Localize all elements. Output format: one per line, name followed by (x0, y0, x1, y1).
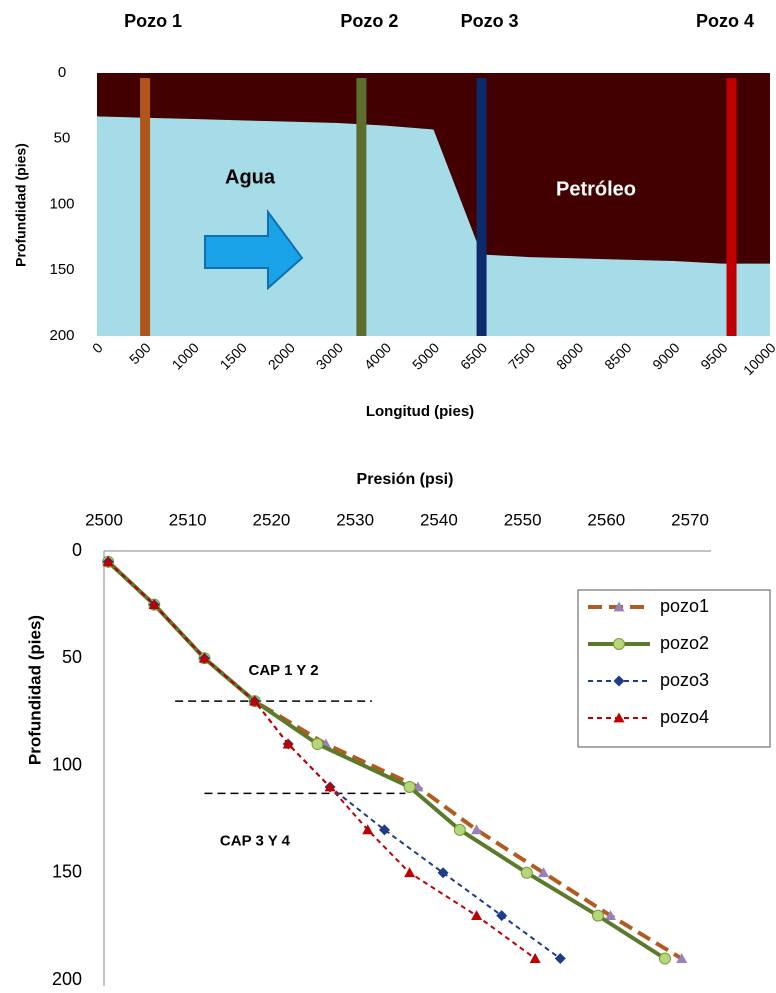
x-tick-label: 2560 (587, 510, 625, 529)
x-tick-label: 2570 (671, 510, 709, 529)
x-tick-label: 7500 (505, 339, 538, 372)
data-point (362, 824, 373, 834)
data-point (454, 824, 465, 835)
x-tick-label: 5000 (409, 339, 442, 372)
y-tick-label: 0 (58, 64, 66, 81)
y-tick-label: 50 (54, 130, 71, 147)
y-tick-label: 100 (52, 754, 82, 774)
y-tick-label: 150 (49, 261, 74, 278)
x-tick-label: 9500 (697, 339, 730, 372)
legend-label: pozo4 (660, 707, 709, 727)
data-point (312, 739, 323, 750)
legend-label: pozo3 (660, 670, 709, 690)
x-tick-label: 2530 (336, 510, 374, 529)
data-point (471, 910, 482, 920)
x-tick-label: 8500 (601, 339, 634, 372)
y-tick-label: 200 (49, 327, 74, 344)
data-point (659, 953, 670, 964)
y-tick-label: 150 (52, 862, 82, 882)
x-tick-label: 2510 (169, 510, 207, 529)
x-tick-label: 1500 (217, 339, 250, 372)
y-tick-label: 200 (52, 969, 82, 989)
y-tick-label: 0 (72, 540, 82, 560)
data-point (592, 910, 603, 921)
data-point (404, 781, 415, 792)
annotation-oil: Petróleo (556, 178, 636, 200)
figure: Profundidad (pies) Longitud (pies) Presi… (0, 0, 776, 993)
x-tick-label: 8000 (553, 339, 586, 372)
annotation-water: Agua (225, 166, 276, 188)
x-tick-label: 3000 (313, 339, 346, 372)
well-label: Pozo 4 (696, 11, 754, 31)
x-tick-label: 2000 (265, 339, 298, 372)
reference-label: CAP 1 Y 2 (249, 662, 319, 679)
legend-label: pozo2 (660, 633, 709, 653)
data-point (404, 867, 415, 877)
x-tick-label: 1000 (169, 339, 202, 372)
x-axis-label: Longitud (pies) (366, 403, 474, 420)
x-tick-label: 2520 (253, 510, 291, 529)
y-axis-label: Profundidad (pies) (25, 615, 44, 765)
x-tick-label: 2550 (504, 510, 542, 529)
y-tick-label: 100 (49, 195, 74, 212)
legend-label: pozo1 (660, 596, 709, 616)
x-tick-label: 2500 (85, 510, 123, 529)
y-tick-label: 50 (62, 647, 82, 667)
y-axis-label: Profundidad (pies) (13, 143, 29, 267)
well-label: Pozo 3 (461, 11, 519, 31)
series-line (108, 562, 560, 959)
x-tick-label: 4000 (361, 339, 394, 372)
x-tick-label: 9000 (649, 339, 682, 372)
legend-marker (614, 639, 625, 650)
data-point (521, 867, 532, 878)
x-tick-label: 500 (126, 339, 154, 367)
x-axis-label: Presión (psi) (357, 471, 454, 488)
well-label: Pozo 2 (340, 11, 398, 31)
well-label: Pozo 1 (124, 11, 182, 31)
x-tick-label: 6500 (457, 339, 490, 372)
x-tick-label: 2540 (420, 510, 458, 529)
x-tick-label: 10000 (740, 339, 776, 378)
x-tick-label: 0 (89, 339, 106, 356)
reference-label: CAP 3 Y 4 (220, 832, 291, 849)
